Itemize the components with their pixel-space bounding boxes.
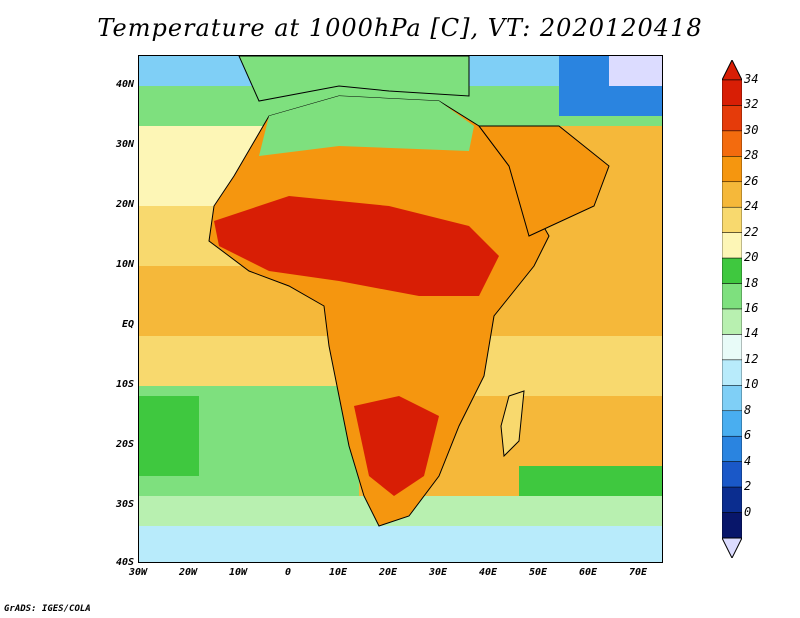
colorbar-segment bbox=[722, 486, 742, 513]
colorbar-segment bbox=[722, 105, 742, 132]
lon-label-70e: 70E bbox=[628, 567, 648, 578]
colorbar-label: 24 bbox=[744, 199, 759, 214]
colorbar-top-arrow bbox=[722, 60, 742, 81]
lon-label-10e: 10E bbox=[328, 567, 348, 578]
colorbar-segment bbox=[722, 156, 742, 183]
colorbar-label: 34 bbox=[744, 72, 759, 86]
lat-label-40n: 40N bbox=[115, 79, 134, 90]
colorbar-label: 14 bbox=[744, 326, 759, 341]
lon-label-10w: 10W bbox=[228, 567, 248, 578]
lat-label-30n: 30N bbox=[115, 139, 134, 150]
ocean-south-atlantic-core bbox=[139, 396, 199, 476]
colorbar-label: 0 bbox=[744, 504, 752, 519]
lat-label-20n: 20N bbox=[115, 199, 134, 210]
colorbar-label: 12 bbox=[744, 351, 759, 366]
lon-label-30w: 30W bbox=[128, 567, 148, 578]
colorbar-segment bbox=[722, 461, 742, 488]
colorbar-segment bbox=[722, 79, 742, 106]
asia-coldest bbox=[609, 56, 662, 86]
colorbar-label: 16 bbox=[744, 301, 759, 315]
colorbar-label: 10 bbox=[744, 377, 759, 392]
footer-credit: GrADS: IGES/COLA bbox=[4, 604, 91, 614]
colorbar-segment bbox=[722, 283, 742, 310]
southern-africa-hot bbox=[354, 396, 439, 496]
colorbar-segment bbox=[722, 232, 742, 259]
colorbar-segment bbox=[722, 257, 742, 284]
colorbar-label: 28 bbox=[744, 148, 759, 163]
lon-label-20e: 20E bbox=[378, 567, 398, 578]
temperature-field bbox=[139, 56, 662, 562]
europe-landmass bbox=[238, 56, 470, 102]
lon-label-0: 0 bbox=[284, 567, 292, 578]
lat-label-40s: 40S bbox=[115, 557, 134, 568]
temperature-map bbox=[138, 55, 663, 563]
colorbar-label: 18 bbox=[744, 275, 759, 290]
colorbar-label: 6 bbox=[744, 428, 752, 443]
lat-label-10n: 10N bbox=[115, 259, 134, 270]
colorbar-segment bbox=[722, 410, 742, 437]
lon-label-60e: 60E bbox=[578, 567, 598, 578]
colorbar-label: 20 bbox=[744, 250, 759, 265]
lon-label-50e: 50E bbox=[528, 567, 548, 578]
colorbar-label: 30 bbox=[744, 122, 759, 137]
colorbar-segment bbox=[722, 385, 742, 412]
colorbar-segment bbox=[722, 435, 742, 462]
map-title: Temperature at 1000hPa [C], VT: 20201204… bbox=[97, 14, 703, 42]
lon-label-40e: 40E bbox=[478, 567, 498, 578]
colorbar-segments bbox=[722, 79, 742, 539]
arabia-landmass bbox=[478, 125, 610, 237]
lat-label-30s: 30S bbox=[115, 499, 134, 510]
colorbar-segment bbox=[722, 181, 742, 208]
colorbar-label: 2 bbox=[744, 479, 752, 494]
colorbar-segment bbox=[722, 130, 742, 157]
colorbar-segment bbox=[722, 334, 742, 361]
colorbar-label: 4 bbox=[744, 453, 752, 468]
colorbar-label: 32 bbox=[744, 97, 759, 112]
lat-label-20s: 20S bbox=[115, 439, 134, 450]
colorbar-label: 22 bbox=[744, 224, 759, 239]
north-africa-cool bbox=[259, 96, 474, 156]
colorbar-segment bbox=[722, 308, 742, 335]
madagascar bbox=[500, 390, 525, 458]
colorbar-segment bbox=[722, 206, 742, 233]
colorbar-label: 8 bbox=[744, 402, 752, 417]
colorbar-bottom-arrow bbox=[722, 537, 742, 558]
lon-label-20w: 20W bbox=[178, 567, 198, 578]
colorbar-segment bbox=[722, 359, 742, 386]
ocean-far-south-cool bbox=[139, 526, 662, 562]
lon-label-30e: 30E bbox=[428, 567, 448, 578]
colorbar-segment bbox=[722, 512, 742, 539]
lat-label-10s: 10S bbox=[115, 379, 134, 390]
colorbar bbox=[722, 60, 742, 558]
colorbar-label: 26 bbox=[744, 173, 759, 188]
sahel-hot-band bbox=[214, 196, 499, 296]
lat-label-eq: EQ bbox=[121, 319, 134, 330]
